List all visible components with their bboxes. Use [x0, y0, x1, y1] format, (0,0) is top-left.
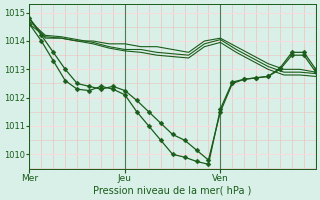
X-axis label: Pression niveau de la mer( hPa ): Pression niveau de la mer( hPa ) — [93, 186, 252, 196]
